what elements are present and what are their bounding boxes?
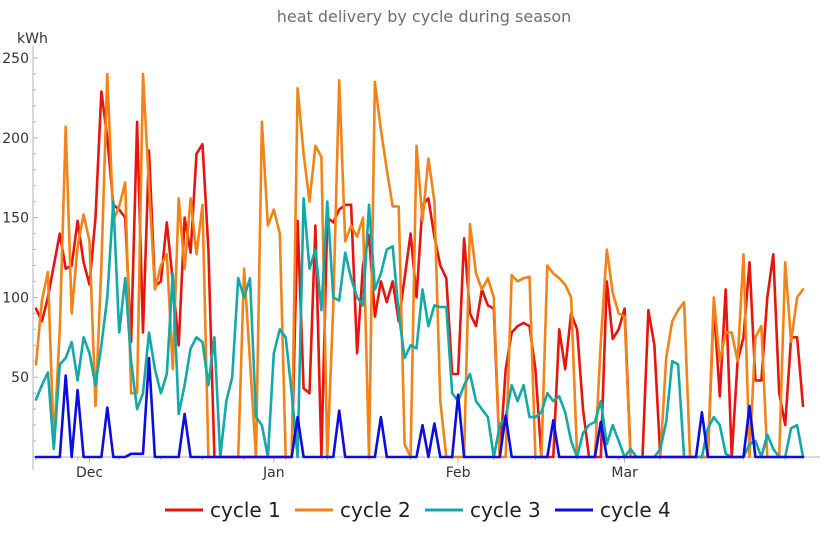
chart-title: heat delivery by cycle during season xyxy=(277,7,572,26)
axes: 50 100 150 200 250 Dec Jan Feb Mar xyxy=(2,46,820,481)
y-tick-label: 150 xyxy=(2,211,29,227)
y-tick-label: 100 xyxy=(2,290,29,306)
legend-label-cycle-2: cycle 2 xyxy=(340,498,411,522)
plot-area xyxy=(34,72,805,459)
x-tick-label: Dec xyxy=(76,465,103,481)
x-tick-label: Jan xyxy=(262,465,285,481)
y-axis-label: kWh xyxy=(17,31,48,47)
legend-label-cycle-3: cycle 3 xyxy=(470,498,541,522)
series-line-cycle-2 xyxy=(34,72,805,459)
y-tick-label: 250 xyxy=(2,51,29,67)
y-tick-label: 200 xyxy=(2,131,29,147)
x-tick-label: Feb xyxy=(446,465,471,481)
legend: cycle 1 cycle 2 cycle 3 cycle 4 xyxy=(165,498,671,522)
legend-label-cycle-1: cycle 1 xyxy=(210,498,281,522)
legend-label-cycle-4: cycle 4 xyxy=(600,498,671,522)
series-line-cycle-4 xyxy=(34,356,805,459)
series-line-cycle-3 xyxy=(34,197,805,459)
x-tick-label: Mar xyxy=(611,465,638,481)
y-tick-label: 50 xyxy=(11,370,29,386)
